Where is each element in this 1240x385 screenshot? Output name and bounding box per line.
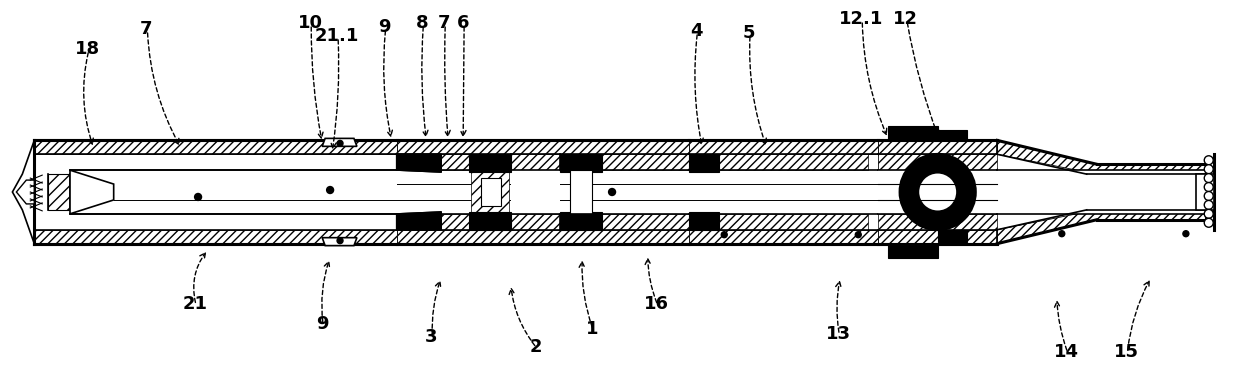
- Bar: [689, 170, 878, 214]
- Bar: [469, 154, 511, 172]
- Polygon shape: [397, 154, 441, 172]
- Text: 9: 9: [316, 315, 329, 333]
- Circle shape: [337, 141, 343, 146]
- Text: 3: 3: [425, 328, 438, 346]
- Circle shape: [1204, 209, 1213, 218]
- Bar: [878, 154, 997, 170]
- Bar: [878, 141, 997, 154]
- Bar: [689, 154, 719, 172]
- Circle shape: [1204, 165, 1213, 174]
- Bar: [888, 127, 937, 141]
- Polygon shape: [397, 154, 441, 172]
- Circle shape: [337, 238, 343, 244]
- Polygon shape: [322, 238, 357, 246]
- Bar: [69, 170, 397, 214]
- Bar: [441, 154, 471, 170]
- Bar: [1195, 174, 1214, 210]
- Bar: [511, 214, 560, 230]
- Text: 21: 21: [182, 295, 207, 313]
- Bar: [878, 230, 997, 244]
- Circle shape: [1183, 231, 1189, 237]
- Polygon shape: [12, 141, 35, 244]
- Polygon shape: [16, 180, 35, 204]
- Text: 18: 18: [76, 40, 100, 58]
- Text: 5: 5: [743, 24, 755, 42]
- Polygon shape: [397, 212, 441, 230]
- Bar: [511, 154, 560, 170]
- Circle shape: [195, 194, 202, 201]
- Bar: [35, 141, 397, 154]
- Bar: [689, 212, 719, 230]
- Circle shape: [1204, 174, 1213, 182]
- Polygon shape: [397, 212, 441, 230]
- Bar: [878, 170, 997, 214]
- Bar: [997, 170, 1205, 214]
- Circle shape: [1059, 231, 1065, 237]
- Polygon shape: [322, 138, 357, 146]
- Circle shape: [1204, 218, 1213, 227]
- Circle shape: [1204, 201, 1213, 209]
- Bar: [937, 131, 967, 141]
- Text: 12: 12: [894, 10, 919, 28]
- Circle shape: [326, 187, 334, 194]
- Bar: [937, 230, 967, 242]
- Bar: [397, 141, 689, 154]
- Bar: [397, 230, 689, 244]
- Circle shape: [918, 172, 957, 212]
- Circle shape: [722, 232, 727, 238]
- Polygon shape: [997, 141, 1205, 174]
- Text: 7: 7: [438, 14, 450, 32]
- Bar: [878, 154, 937, 192]
- Bar: [469, 212, 511, 230]
- Bar: [603, 214, 689, 230]
- Text: 12.1: 12.1: [839, 10, 883, 28]
- Text: 13: 13: [826, 325, 851, 343]
- Text: 7: 7: [140, 20, 153, 38]
- Bar: [35, 230, 397, 244]
- Circle shape: [1204, 156, 1213, 165]
- Text: 9: 9: [378, 18, 391, 36]
- Bar: [471, 170, 508, 214]
- Text: 21.1: 21.1: [315, 27, 360, 45]
- Text: 8: 8: [417, 14, 429, 32]
- Circle shape: [900, 154, 976, 230]
- Text: 10: 10: [298, 14, 322, 32]
- Text: 2: 2: [529, 338, 542, 356]
- Polygon shape: [997, 210, 1205, 244]
- Bar: [689, 230, 878, 244]
- Circle shape: [856, 232, 862, 238]
- Bar: [69, 184, 397, 200]
- Bar: [888, 244, 937, 258]
- Text: 1: 1: [587, 320, 599, 338]
- Text: 15: 15: [1114, 343, 1138, 361]
- Circle shape: [1204, 182, 1213, 191]
- Bar: [441, 214, 471, 230]
- Text: 16: 16: [645, 295, 670, 313]
- Bar: [397, 170, 689, 214]
- Circle shape: [1204, 191, 1213, 201]
- Bar: [397, 154, 441, 170]
- Bar: [48, 174, 69, 210]
- Text: 14: 14: [1054, 343, 1079, 361]
- Bar: [878, 214, 997, 230]
- Bar: [511, 170, 560, 214]
- Bar: [719, 214, 868, 230]
- Text: 4: 4: [691, 22, 703, 40]
- Bar: [603, 154, 689, 170]
- Text: 6: 6: [456, 14, 470, 32]
- Bar: [560, 212, 603, 230]
- Bar: [481, 178, 501, 206]
- Polygon shape: [69, 170, 114, 214]
- Bar: [719, 154, 868, 170]
- Circle shape: [609, 189, 615, 196]
- Bar: [689, 141, 878, 154]
- Bar: [570, 170, 593, 214]
- Bar: [560, 154, 603, 172]
